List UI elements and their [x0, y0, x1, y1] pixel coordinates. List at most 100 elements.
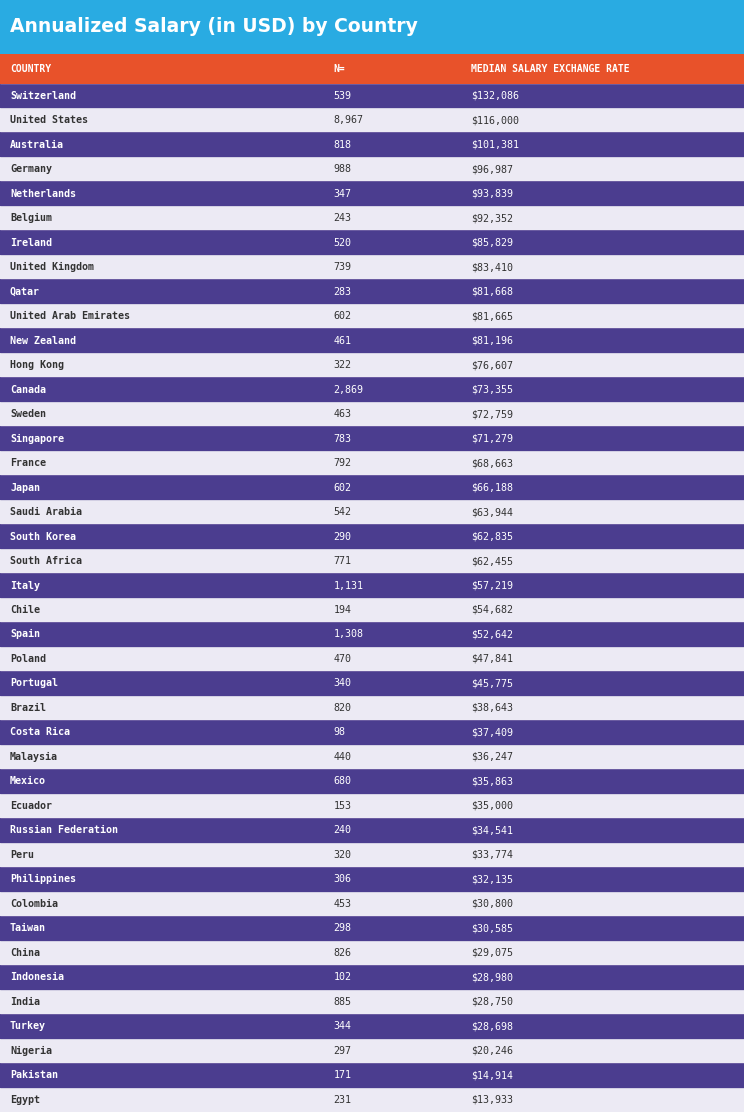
Bar — [0, 54, 744, 83]
Text: $28,980: $28,980 — [471, 972, 513, 982]
Text: 820: 820 — [333, 703, 352, 713]
Text: 171: 171 — [333, 1070, 352, 1080]
Text: $66,188: $66,188 — [471, 483, 513, 493]
Text: $35,000: $35,000 — [471, 801, 513, 811]
Text: Turkey: Turkey — [10, 1021, 46, 1031]
Text: $85,829: $85,829 — [471, 238, 513, 248]
Bar — [0, 990, 744, 1014]
Text: $28,698: $28,698 — [471, 1021, 513, 1031]
Text: 320: 320 — [333, 850, 352, 860]
Bar — [0, 401, 744, 426]
Text: 602: 602 — [333, 311, 352, 321]
Text: Malaysia: Malaysia — [10, 752, 58, 762]
Text: $54,682: $54,682 — [471, 605, 513, 615]
Text: United States: United States — [10, 116, 88, 126]
Text: $72,759: $72,759 — [471, 409, 513, 419]
Text: Hong Kong: Hong Kong — [10, 360, 64, 370]
Bar — [0, 818, 744, 843]
Bar — [0, 157, 744, 181]
Bar — [0, 745, 744, 770]
Text: 826: 826 — [333, 947, 352, 957]
Text: 470: 470 — [333, 654, 352, 664]
Text: 306: 306 — [333, 874, 352, 884]
Text: 771: 771 — [333, 556, 352, 566]
Bar — [0, 1014, 744, 1039]
Text: $81,196: $81,196 — [471, 336, 513, 346]
Text: $63,944: $63,944 — [471, 507, 513, 517]
Text: $33,774: $33,774 — [471, 850, 513, 860]
Text: Poland: Poland — [10, 654, 46, 664]
Bar — [0, 916, 744, 941]
Text: France: France — [10, 458, 46, 468]
Text: Belgium: Belgium — [10, 214, 52, 224]
Bar — [0, 941, 744, 965]
Text: South Korea: South Korea — [10, 532, 76, 542]
Text: Qatar: Qatar — [10, 287, 40, 297]
Bar — [0, 892, 744, 916]
Text: Annualized Salary (in USD) by Country: Annualized Salary (in USD) by Country — [10, 18, 418, 37]
Text: $14,914: $14,914 — [471, 1070, 513, 1080]
Text: Portugal: Portugal — [10, 678, 58, 688]
Text: Australia: Australia — [10, 140, 64, 150]
Text: 885: 885 — [333, 996, 352, 1006]
Text: $52,642: $52,642 — [471, 629, 513, 639]
Text: $68,663: $68,663 — [471, 458, 513, 468]
Bar — [0, 83, 744, 108]
Text: 988: 988 — [333, 165, 352, 175]
Bar — [0, 206, 744, 230]
Text: 2,869: 2,869 — [333, 385, 364, 395]
Text: New Zealand: New Zealand — [10, 336, 76, 346]
Bar — [0, 1063, 744, 1088]
Text: 463: 463 — [333, 409, 352, 419]
Text: 520: 520 — [333, 238, 352, 248]
Bar — [0, 304, 744, 328]
Text: 783: 783 — [333, 434, 352, 444]
Text: Philippines: Philippines — [10, 874, 76, 884]
Text: $35,863: $35,863 — [471, 776, 513, 786]
Text: Sweden: Sweden — [10, 409, 46, 419]
Text: 297: 297 — [333, 1045, 352, 1055]
Text: 243: 243 — [333, 214, 352, 224]
Text: 739: 739 — [333, 262, 352, 272]
Text: $92,352: $92,352 — [471, 214, 513, 224]
Bar — [0, 647, 744, 672]
Bar — [0, 108, 744, 132]
Bar — [0, 672, 744, 696]
Bar — [0, 867, 744, 892]
Bar — [0, 696, 744, 721]
Text: 102: 102 — [333, 972, 352, 982]
Bar — [0, 0, 744, 54]
Text: Nigeria: Nigeria — [10, 1045, 52, 1055]
Bar — [0, 1088, 744, 1112]
Text: Saudi Arabia: Saudi Arabia — [10, 507, 82, 517]
Text: Italy: Italy — [10, 580, 40, 590]
Bar — [0, 475, 744, 499]
Text: Indonesia: Indonesia — [10, 972, 64, 982]
Bar — [0, 255, 744, 279]
Text: $81,668: $81,668 — [471, 287, 513, 297]
Bar — [0, 965, 744, 990]
Text: 231: 231 — [333, 1094, 352, 1104]
Text: India: India — [10, 996, 40, 1006]
Text: $32,135: $32,135 — [471, 874, 513, 884]
Text: $34,541: $34,541 — [471, 825, 513, 835]
Text: United Arab Emirates: United Arab Emirates — [10, 311, 130, 321]
Text: 602: 602 — [333, 483, 352, 493]
Text: Costa Rica: Costa Rica — [10, 727, 70, 737]
Text: 347: 347 — [333, 189, 352, 199]
Text: Pakistan: Pakistan — [10, 1070, 58, 1080]
Text: $73,355: $73,355 — [471, 385, 513, 395]
Text: Egypt: Egypt — [10, 1094, 40, 1104]
Text: 539: 539 — [333, 91, 352, 101]
Text: 453: 453 — [333, 898, 352, 909]
Text: Colombia: Colombia — [10, 898, 58, 909]
Text: $20,246: $20,246 — [471, 1045, 513, 1055]
Bar — [0, 794, 744, 818]
Bar — [0, 770, 744, 794]
Text: $47,841: $47,841 — [471, 654, 513, 664]
Text: $83,410: $83,410 — [471, 262, 513, 272]
Text: N=: N= — [333, 63, 345, 73]
Text: Russian Federation: Russian Federation — [10, 825, 118, 835]
Text: Taiwan: Taiwan — [10, 923, 46, 933]
Text: 461: 461 — [333, 336, 352, 346]
